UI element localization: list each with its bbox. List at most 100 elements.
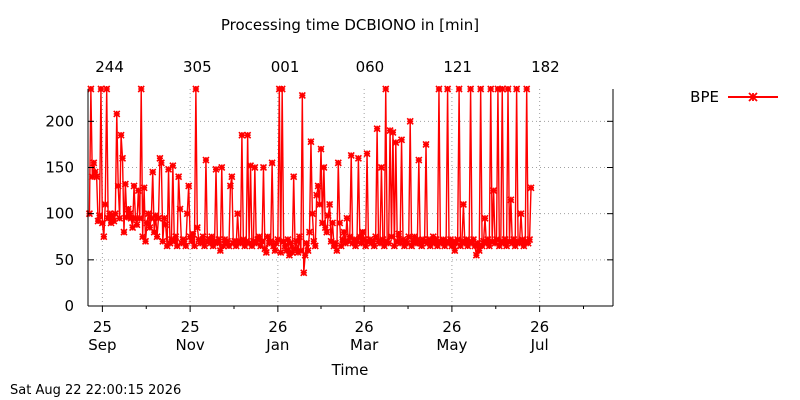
data-point-marker xyxy=(415,156,423,164)
data-point-marker xyxy=(494,85,502,93)
data-point xyxy=(354,154,362,162)
data-point-marker xyxy=(304,247,312,255)
data-point-marker xyxy=(244,131,252,139)
data-point-marker xyxy=(456,242,465,250)
data-point xyxy=(444,85,452,93)
data-point xyxy=(190,242,199,250)
data-point xyxy=(123,213,131,221)
data-point-marker xyxy=(208,233,216,241)
data-point-marker xyxy=(492,235,501,244)
data-point-marker xyxy=(124,205,132,213)
data-point-marker xyxy=(357,239,365,247)
data-point xyxy=(291,245,299,253)
data-point xyxy=(90,159,98,167)
data-point xyxy=(494,85,502,93)
data-point-marker xyxy=(359,228,367,236)
data-point-marker xyxy=(491,239,499,247)
legend: BPE xyxy=(690,88,778,106)
data-point-marker xyxy=(288,248,296,257)
data-point xyxy=(150,228,158,236)
data-point xyxy=(110,217,118,225)
data-point-marker xyxy=(121,180,129,188)
data-point xyxy=(478,242,486,250)
data-point-marker xyxy=(236,239,245,247)
data-point xyxy=(290,173,298,181)
data-point xyxy=(258,237,266,245)
data-point-marker xyxy=(475,247,483,255)
data-point-marker xyxy=(231,237,239,245)
data-point-marker xyxy=(209,242,217,250)
data-point xyxy=(336,219,344,227)
data-point xyxy=(103,85,111,93)
data-point-marker xyxy=(93,173,101,181)
data-point-marker xyxy=(223,237,232,245)
data-point xyxy=(408,242,416,250)
data-point xyxy=(187,237,196,245)
data-point-marker xyxy=(94,217,102,225)
data-point-marker xyxy=(511,242,519,250)
data-point xyxy=(418,242,426,250)
data-point xyxy=(136,214,144,222)
data-point-marker xyxy=(343,214,351,222)
y-tick-label: 100 xyxy=(45,205,74,223)
data-point xyxy=(277,248,285,257)
data-point-marker xyxy=(363,150,371,158)
data-point-marker xyxy=(170,237,178,245)
data-point-marker xyxy=(120,228,128,236)
data-point-marker xyxy=(448,242,456,250)
data-point xyxy=(192,85,200,93)
data-point xyxy=(208,233,216,241)
data-point xyxy=(359,228,367,236)
data-point xyxy=(280,237,288,245)
data-point xyxy=(415,156,423,164)
data-point xyxy=(156,154,164,162)
data-point-marker xyxy=(307,138,315,146)
data-point xyxy=(147,214,155,222)
data-point-marker xyxy=(278,85,286,93)
data-point-marker xyxy=(416,239,424,247)
data-point xyxy=(527,184,535,192)
data-point xyxy=(373,125,381,133)
data-point xyxy=(87,85,95,93)
x-tick-label: Mar xyxy=(350,336,379,354)
data-point xyxy=(515,239,524,247)
data-point-marker xyxy=(502,242,511,250)
data-point xyxy=(300,269,308,277)
data-point xyxy=(114,182,122,190)
data-point-marker xyxy=(495,242,503,250)
data-point-marker xyxy=(478,242,486,250)
data-point xyxy=(170,237,178,245)
data-point xyxy=(238,131,246,139)
data-point xyxy=(281,242,289,250)
data-point-marker xyxy=(339,235,347,244)
data-point-marker xyxy=(251,163,259,172)
x-tick-label: 26 xyxy=(530,318,549,336)
data-point xyxy=(232,242,240,250)
data-point xyxy=(218,163,226,172)
x-tick-label: Nov xyxy=(175,336,204,354)
data-point-marker xyxy=(334,159,342,167)
data-point xyxy=(498,85,506,93)
data-point-marker xyxy=(344,237,352,245)
data-point-marker xyxy=(262,248,270,257)
data-point xyxy=(246,162,255,170)
data-point-marker xyxy=(116,214,124,222)
data-point xyxy=(308,210,316,218)
data-point xyxy=(287,239,295,247)
data-point xyxy=(236,239,245,247)
data-point xyxy=(193,223,201,232)
axes: 05010015020025Sep25Nov26Jan26Mar26May26J… xyxy=(45,58,614,354)
data-point-marker xyxy=(180,237,188,245)
data-point xyxy=(303,239,311,247)
data-point xyxy=(97,85,105,93)
data-point-marker xyxy=(297,247,305,255)
data-point-marker xyxy=(485,242,493,250)
data-point xyxy=(144,210,152,218)
data-point xyxy=(94,217,102,225)
data-point-marker xyxy=(321,223,329,232)
data-point-marker xyxy=(327,237,335,245)
top-tick-label: 244 xyxy=(95,58,124,76)
data-point xyxy=(422,140,430,148)
data-point xyxy=(346,233,354,241)
data-point-marker xyxy=(382,85,390,93)
